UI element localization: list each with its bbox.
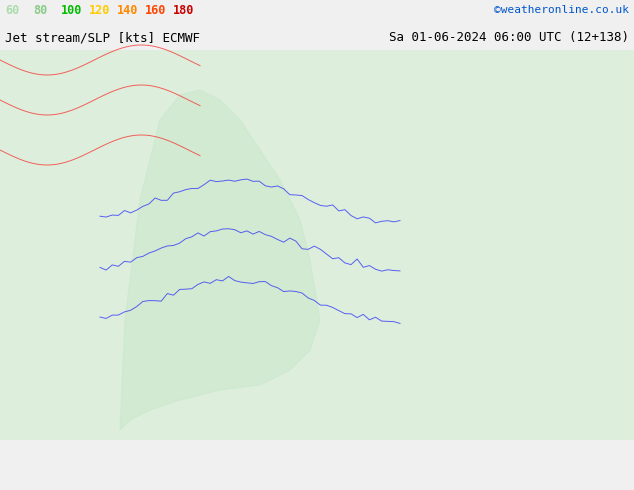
Polygon shape (120, 90, 320, 430)
Text: 160: 160 (145, 3, 166, 17)
FancyBboxPatch shape (0, 0, 634, 440)
Text: 80: 80 (33, 3, 48, 17)
Text: 120: 120 (89, 3, 110, 17)
Text: Sa 01-06-2024 06:00 UTC (12+138): Sa 01-06-2024 06:00 UTC (12+138) (389, 31, 629, 45)
Text: 60: 60 (5, 3, 19, 17)
Text: 140: 140 (117, 3, 138, 17)
Text: 100: 100 (61, 3, 82, 17)
Text: ©weatheronline.co.uk: ©weatheronline.co.uk (494, 5, 629, 15)
Text: 180: 180 (173, 3, 195, 17)
FancyBboxPatch shape (0, 0, 634, 50)
Text: Jet stream/SLP [kts] ECMWF: Jet stream/SLP [kts] ECMWF (5, 31, 200, 45)
